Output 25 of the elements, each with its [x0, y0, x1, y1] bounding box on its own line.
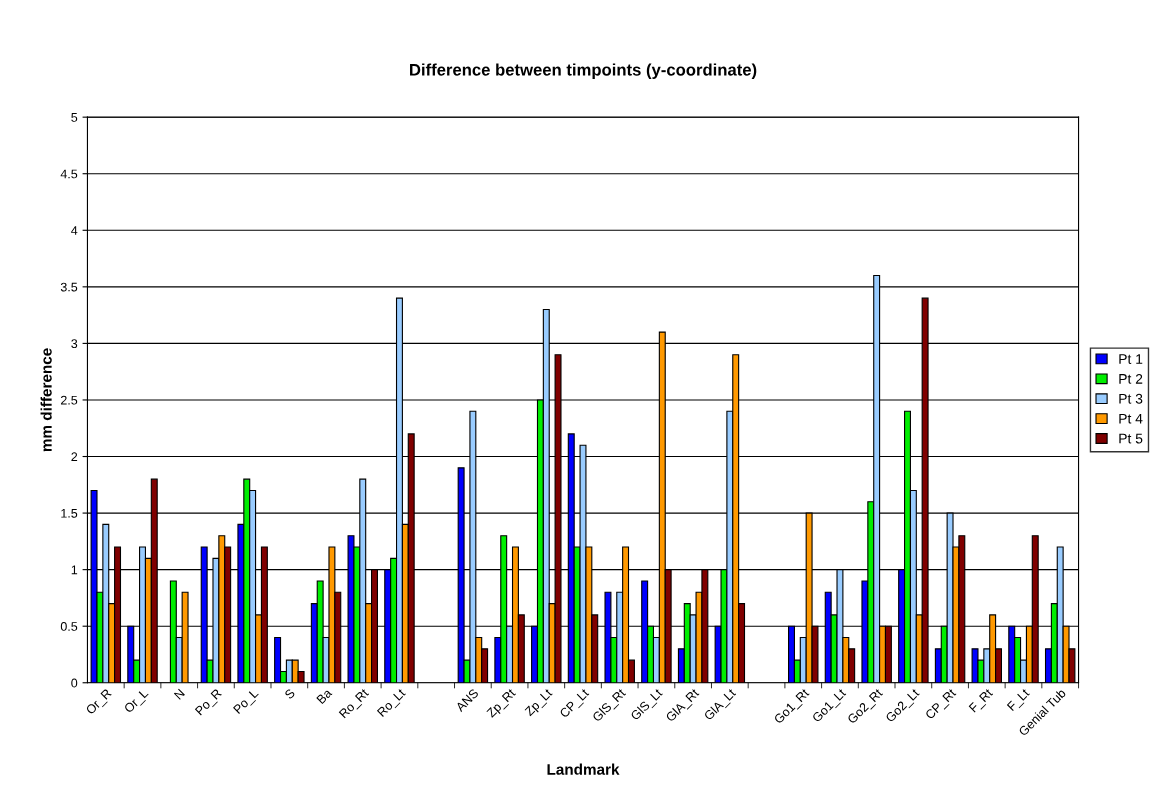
x-tick-label: S — [284, 688, 296, 700]
y-tick-label: 5 — [71, 113, 78, 122]
y-tick-label: 0 — [71, 678, 78, 688]
y-tick-label: 2.5 — [60, 395, 78, 405]
legend-label: Pt 5 — [1119, 433, 1143, 444]
x-tick-label: Ba — [316, 687, 333, 705]
legend-label: Pt 1 — [1119, 354, 1143, 364]
y-axis-title: mm difference — [40, 348, 52, 452]
y-tick-label: 3.5 — [60, 282, 78, 292]
y-tick-label: 2 — [71, 452, 78, 462]
x-tick-label: N — [173, 688, 185, 700]
legend-label: Pt 3 — [1119, 393, 1143, 404]
y-tick-label: 1.5 — [61, 509, 78, 518]
y-tick-label: 4 — [71, 226, 78, 235]
x-axis-title: Landmark — [547, 763, 620, 775]
y-tick-label: 4.5 — [60, 169, 78, 179]
x-tick-label: Or_L — [123, 688, 151, 716]
bar — [971, 648, 979, 683]
y-tick-label: 1 — [71, 565, 78, 575]
legend-label: Pt 4 — [1119, 413, 1143, 424]
bar — [274, 636, 282, 683]
chart-title: Difference between timpoints (y-coordinate) — [410, 63, 757, 79]
y-tick-label: 0.5 — [60, 622, 78, 631]
y-tick-label: 3 — [71, 339, 78, 349]
legend-label: Pt 2 — [1119, 373, 1143, 384]
